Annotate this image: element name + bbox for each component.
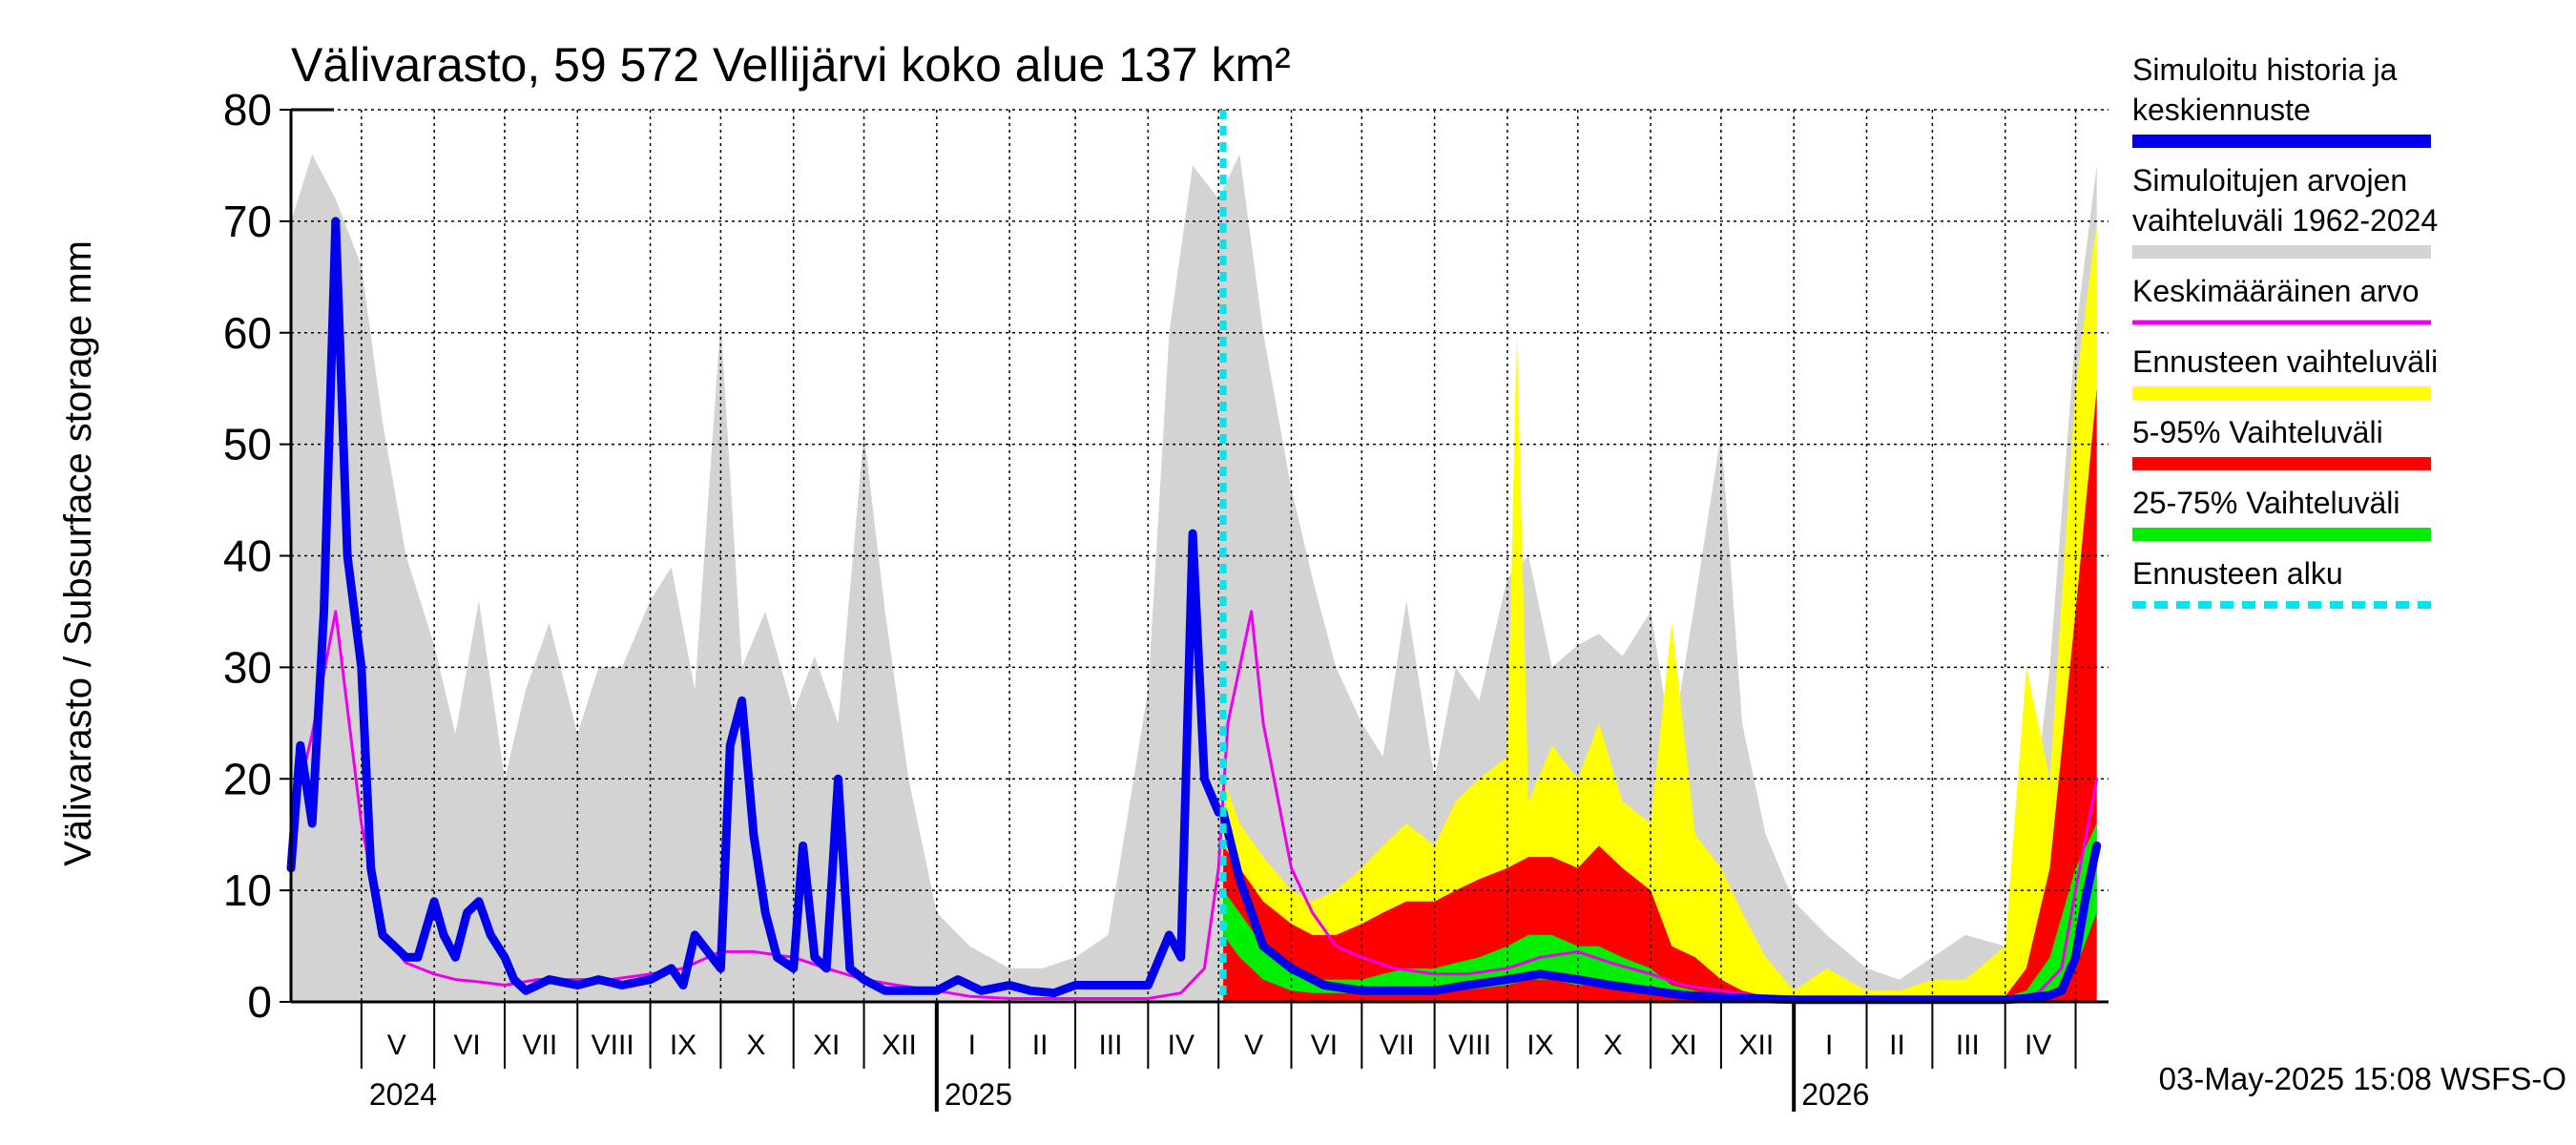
legend-item-5-95-vaihteluv-li: 5-95% Vaihteluväli [2132,415,2431,470]
band-ennusteen-vaihteluv-li [1223,220,2097,1002]
legend-label: Keskimääräinen arvo [2132,274,2420,308]
legend-label: keskiennuste [2132,93,2311,127]
legend-label: Ennusteen vaihteluväli [2132,344,2438,379]
footer-timestamp: 03-May-2025 15:08 WSFS-O [2159,1061,2566,1096]
x-month-label: I [1825,1030,1833,1061]
x-month-label: V [387,1030,406,1061]
y-tick-label: 0 [247,977,272,1027]
x-month-label: I [968,1030,976,1061]
x-month-label: XI [1670,1030,1696,1061]
legend-label: 25-75% Vaihteluväli [2132,486,2399,520]
legend-label: vaihteluväli 1962-2024 [2132,203,2438,238]
x-month-label: X [1604,1030,1623,1061]
legend-label: Simuloitujen arvojen [2132,163,2407,198]
y-tick-label: 60 [223,308,272,358]
x-month-label: IX [670,1030,696,1061]
x-month-label: VIII [592,1030,634,1061]
x-month-label: II [1889,1030,1905,1061]
x-month-label: XII [882,1030,917,1061]
legend-item-simuloitu-historia-ja-keskiennuste: Simuloitu historia ja keskiennuste [2132,52,2431,148]
x-month-label: X [746,1030,765,1061]
x-month-label: III [1956,1030,1980,1061]
x-month-label: IV [1168,1030,1195,1061]
x-year-label: 2026 [1801,1077,1869,1112]
x-month-label: VII [1380,1030,1415,1061]
x-year-label: 2025 [945,1077,1012,1112]
legend-label: Simuloitu historia ja [2132,52,2398,87]
x-month-label: II [1032,1030,1049,1061]
x-month-label: VI [453,1030,480,1061]
y-tick-label: 50 [223,420,272,469]
line-simuloitu-historia-ja-keskiennuste [286,217,2102,1005]
x-month-label: XI [813,1030,840,1061]
x-month-label: XII [1738,1030,1774,1061]
legend-item-ennusteen-alku: Ennusteen alku [2132,556,2431,609]
legend-label: 5-95% Vaihteluväli [2132,415,2383,449]
x-month-label: VII [523,1030,558,1061]
line-layer [286,217,2102,1005]
x-year-label: 2024 [369,1077,437,1112]
y-tick-label: 80 [223,85,272,135]
x-month-label: IV [2025,1030,2051,1061]
line-keskim-r-inen-arvo [289,610,2099,1000]
legend-item-25-75-vaihteluv-li: 25-75% Vaihteluväli [2132,486,2431,541]
x-month-label: V [1244,1030,1263,1061]
y-tick-label: 40 [223,531,272,581]
x-month-label: VI [1311,1030,1338,1061]
y-tick-label: 20 [223,754,272,803]
legend-item-simuloitujen-arvojen-vaihteluv-li-1962-2024: Simuloitujen arvojen vaihteluväli 1962-20… [2132,163,2438,259]
y-tick-label: 70 [223,197,272,246]
legend-item-keskim-r-inen-arvo: Keskimääräinen arvo [2132,274,2431,325]
x-month-label: VIII [1448,1030,1491,1061]
y-axis-label: Välivarasto / Subsurface storage mm [57,240,99,866]
y-tick-label: 10 [223,865,272,915]
band-5-95-vaihteluv-li [1223,388,2097,1002]
legend-label: Ennusteen alku [2132,556,2343,591]
x-month-label: III [1098,1030,1122,1061]
legend: Simuloitu historia jakeskiennusteSimuloi… [2132,52,2438,609]
x-month-label: IX [1527,1030,1553,1061]
legend-item-ennusteen-vaihteluv-li: Ennusteen vaihteluväli [2132,344,2438,400]
chart-title: Välivarasto, 59 572 Vellijärvi koko alue… [291,38,1291,92]
y-tick-label: 30 [223,642,272,692]
